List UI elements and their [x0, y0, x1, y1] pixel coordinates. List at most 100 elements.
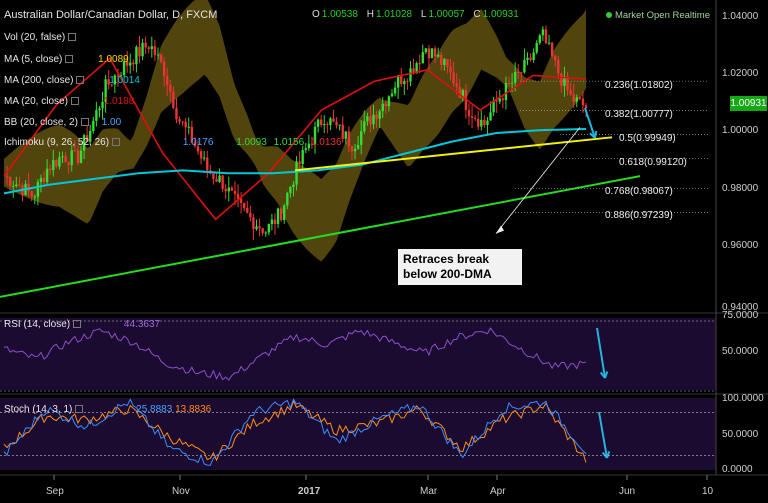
- candle-body: [467, 109, 471, 117]
- symbol-header: Australian Dollar/Canadian Dollar, D, FX…: [4, 9, 217, 21]
- price-tick: 1.00000: [722, 125, 759, 136]
- ichimoku-value-4: 1.0136: [310, 137, 342, 148]
- candle-body: [273, 219, 277, 225]
- legend-ma20[interactable]: MA (20, close) 1.0188: [4, 96, 134, 107]
- candle-body: [242, 202, 246, 208]
- ma20-line: [3, 57, 587, 221]
- candle-body: [350, 145, 354, 152]
- candle-body: [513, 71, 517, 83]
- fib-level-label: 0.5(0.99949): [619, 133, 676, 144]
- legend-stoch[interactable]: Stoch (14, 3, 1) 25.8883 13.8836: [4, 404, 211, 415]
- settings-icon[interactable]: [80, 118, 89, 127]
- legend-ma5[interactable]: MA (5, close) 1.0089: [4, 54, 129, 65]
- price-tick: 0.94000: [722, 302, 759, 313]
- candle-body: [486, 120, 489, 126]
- candle-body: [193, 142, 197, 147]
- candle-body: [58, 157, 61, 167]
- candle-body: [110, 84, 113, 86]
- candle-body: [292, 184, 295, 188]
- yellow-trendline: [294, 136, 613, 172]
- settings-icon[interactable]: [75, 405, 84, 414]
- legend-ma200-label: MA (200, close): [4, 75, 74, 86]
- candle-body: [563, 76, 566, 86]
- settings-icon[interactable]: [65, 55, 74, 64]
- candle-body: [323, 124, 326, 126]
- candle-body: [430, 48, 434, 59]
- legend-stoch-label: Stoch (14, 3, 1): [4, 404, 73, 415]
- candle-body: [178, 119, 181, 122]
- candle-body: [332, 118, 335, 122]
- candle-body: [433, 48, 437, 57]
- candle-body: [523, 59, 526, 73]
- candle-body: [187, 126, 190, 128]
- candle-body: [5, 176, 9, 178]
- candle-body: [73, 150, 77, 152]
- candle-body: [470, 116, 474, 118]
- candle-body: [175, 108, 178, 120]
- candle-body: [412, 68, 415, 74]
- annotation-line-2: below 200-DMA: [403, 267, 492, 281]
- candle-body: [289, 187, 292, 194]
- candle-body: [489, 112, 492, 121]
- legend-ma200[interactable]: MA (200, close) 1.0014: [4, 75, 140, 86]
- candle-body: [366, 116, 369, 122]
- candle-body: [8, 176, 12, 187]
- candle-body: [298, 161, 301, 164]
- candle-body: [338, 124, 341, 126]
- settings-icon[interactable]: [76, 76, 85, 85]
- settings-icon[interactable]: [112, 138, 121, 147]
- candle-body: [156, 54, 160, 56]
- candle-body: [48, 168, 52, 171]
- legend-vol[interactable]: Vol (20, false): [4, 32, 77, 43]
- ichimoku-value-3: 1.0156: [273, 137, 305, 148]
- candle-body: [33, 196, 36, 198]
- settings-icon[interactable]: [70, 97, 79, 106]
- candle-body: [378, 111, 381, 119]
- candle-body: [218, 175, 221, 182]
- legend-ma5-label: MA (5, close): [4, 54, 63, 65]
- legend-rsi[interactable]: RSI (14, close) 44.3637: [4, 319, 160, 330]
- close-key: C: [473, 9, 481, 20]
- stoch-down-arrow-icon: [598, 411, 608, 459]
- candle-body: [440, 54, 443, 65]
- legend-bb[interactable]: BB (20, close, 2) 1.00: [4, 117, 121, 128]
- candle-body: [550, 42, 554, 57]
- candle-body: [452, 72, 455, 84]
- candle-body: [181, 121, 184, 123]
- candle-body: [326, 124, 329, 126]
- candle-body: [12, 186, 15, 188]
- candle-body: [147, 47, 150, 50]
- candle-body: [224, 188, 227, 192]
- candle-body: [483, 119, 486, 126]
- candle-body: [301, 150, 304, 164]
- green-trendline: [0, 175, 641, 298]
- candle-body: [356, 144, 360, 149]
- legend-rsi-label: RSI (14, close): [4, 319, 71, 330]
- candle-body: [473, 117, 477, 119]
- candle-body: [313, 126, 317, 144]
- candle-body: [116, 75, 120, 77]
- candle-body: [526, 57, 529, 60]
- candle-body: [477, 118, 480, 127]
- fib-level-label: 0.382(1.00777): [605, 109, 673, 120]
- candle-body: [329, 118, 332, 125]
- candle-body: [538, 35, 542, 43]
- candle-body: [18, 184, 21, 186]
- settings-icon[interactable]: [73, 320, 82, 329]
- settings-icon[interactable]: [68, 33, 77, 42]
- candle-body: [381, 103, 384, 112]
- candle-body: [418, 63, 421, 65]
- low-value: 1.00057: [428, 9, 465, 20]
- candle-body: [236, 193, 240, 199]
- legend-ichimoku-label: Ichimoku (9, 26, 52, 26): [4, 137, 110, 148]
- legend-ichimoku[interactable]: Ichimoku (9, 26, 52, 26) 1.0176 1.0093 1…: [4, 137, 342, 148]
- candle-body: [255, 226, 258, 230]
- candle-body: [199, 151, 203, 159]
- rsi-down-arrow-icon: [596, 327, 606, 379]
- candle-body: [264, 232, 267, 234]
- candle-body: [393, 87, 397, 94]
- legend-vol-label: Vol (20, false): [4, 32, 66, 43]
- candle-body: [258, 226, 261, 229]
- legend-stoch-k: 25.8883: [136, 404, 173, 415]
